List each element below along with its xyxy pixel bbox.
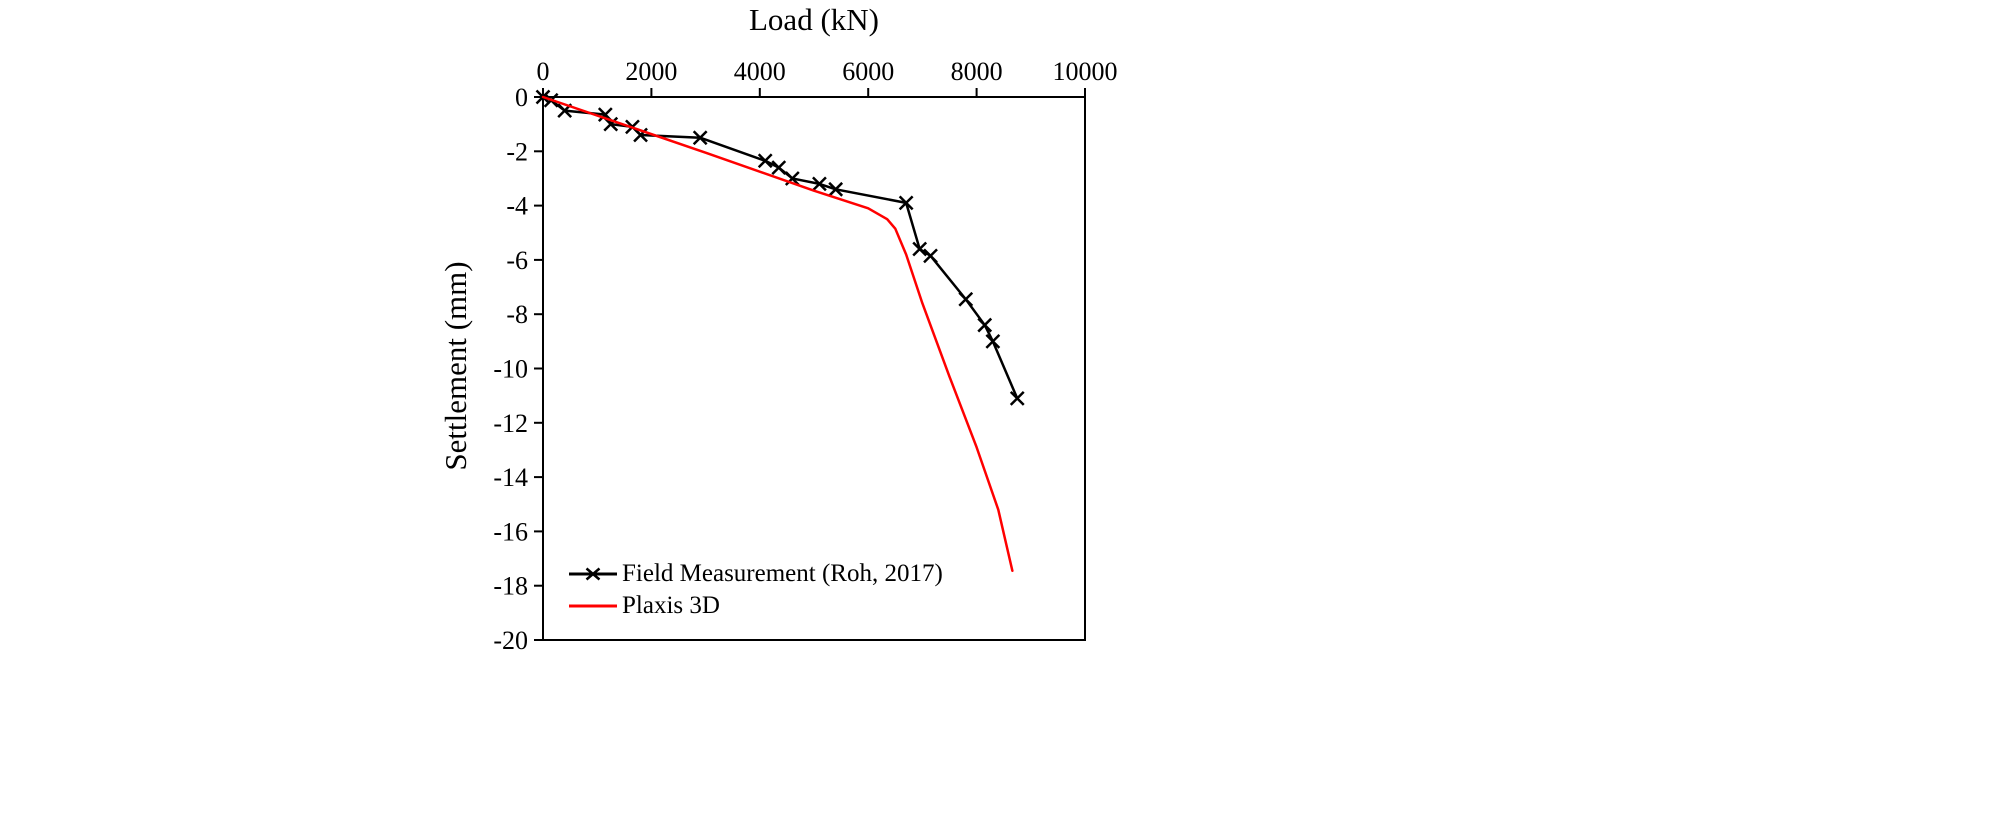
legend-item-plaxis: Plaxis 3D [568,592,943,620]
x-tick-label: 2000 [625,57,677,86]
y-tick-label: -12 [493,409,528,438]
x-tick-label: 6000 [842,57,894,86]
y-tick-label: -16 [493,517,528,546]
x-marker [812,176,827,192]
x-marker [923,248,938,264]
series-field-measurement [535,89,1025,406]
x-marker [828,181,844,197]
x-tick-label: 8000 [951,57,1003,86]
x-marker [985,333,1001,349]
field-measurement-swatch [569,567,617,581]
x-axis-ticks: 0 2000 4000 6000 8000 10000 [537,57,1118,97]
x-marker [692,130,708,146]
y-tick-label: 0 [515,83,528,112]
legend-label-field-measurement: Field Measurement (Roh, 2017) [622,560,943,587]
legend-label-plaxis: Plaxis 3D [622,592,720,619]
y-axis-ticks: 0 -2 -4 -6 -8 -10 -12 -14 -16 -18 -20 [493,83,543,655]
y-tick-label: -8 [506,300,528,329]
x-marker [771,160,787,175]
x-marker [898,195,914,211]
y-tick-label: -14 [493,463,528,492]
y-tick-label: -10 [493,355,528,384]
x-axis-title: Load (kN) [749,2,879,37]
x-marker [977,317,993,333]
x-tick-label: 4000 [734,57,786,86]
x-tick-label: 0 [537,57,550,86]
x-marker [958,291,974,307]
series-plaxis-3d [541,95,1014,573]
y-tick-label: -6 [506,246,528,275]
plaxis-swatch [569,604,617,608]
x-marker [912,241,928,257]
legend: Field Measurement (Roh, 2017) Plaxis 3D [568,560,943,620]
x-marker [1009,390,1025,406]
y-tick-label: -2 [506,137,528,166]
y-tick-label: -20 [493,626,528,655]
legend-item-field-measurement: Field Measurement (Roh, 2017) [568,560,943,588]
x-tick-label: 10000 [1053,57,1118,86]
y-tick-label: -4 [506,192,528,221]
y-tick-label: -18 [493,572,528,601]
x-marker [757,153,773,169]
